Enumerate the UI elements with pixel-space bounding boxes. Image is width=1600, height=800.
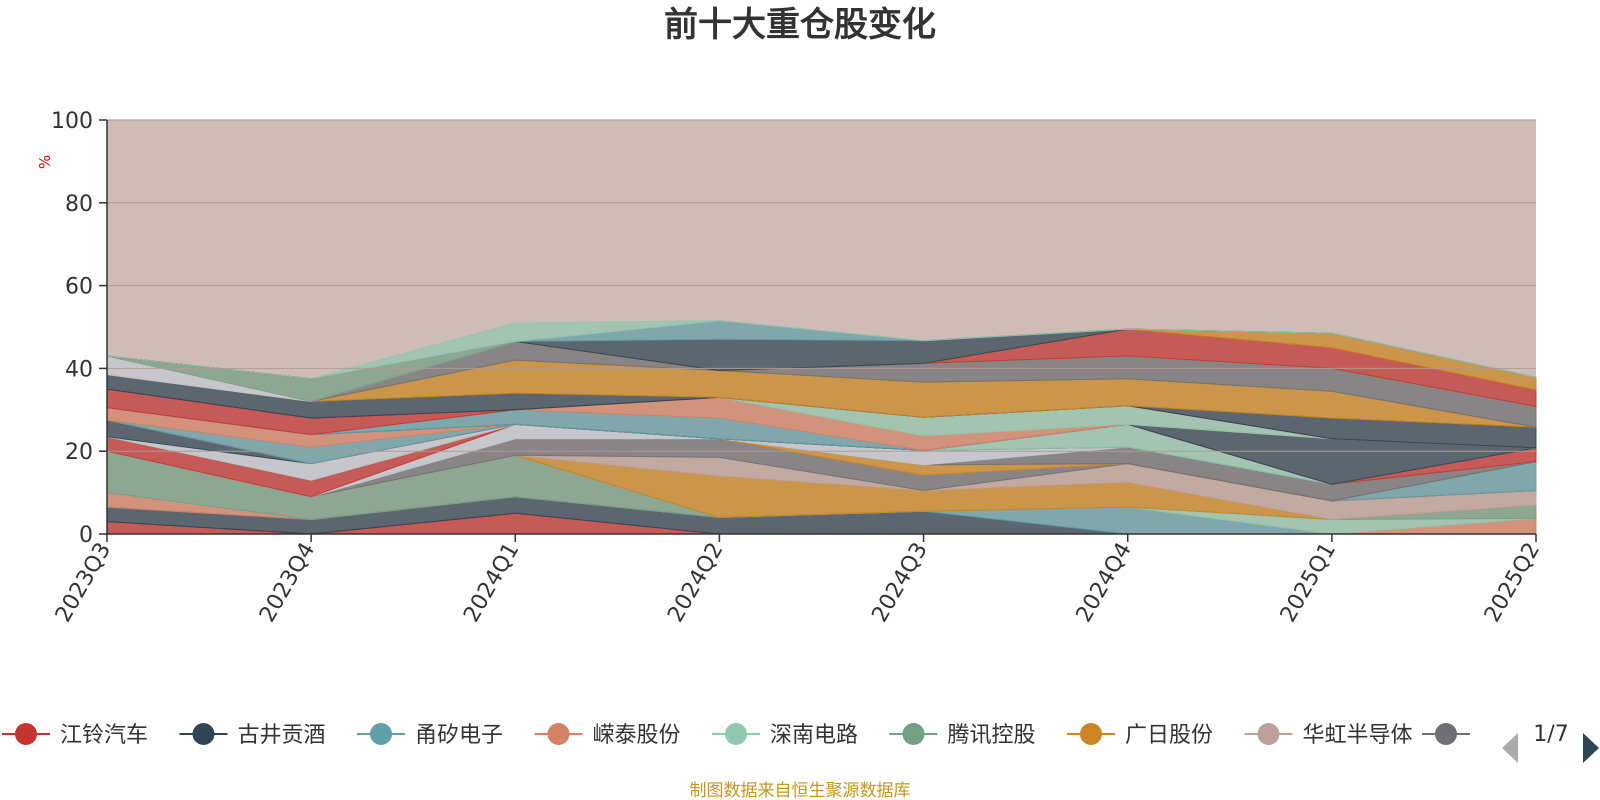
y-tick-label: 40	[65, 357, 93, 382]
x-tick-label: 2024Q3	[867, 539, 932, 627]
legend-label: 古井贡酒	[238, 723, 326, 748]
y-axis-unit: %	[36, 155, 54, 169]
x-tick-label: 2025Q2	[1480, 539, 1545, 627]
legend-label: 华虹半导体	[1303, 723, 1413, 748]
legend-circle-marker	[1080, 723, 1102, 745]
x-tick-label: 2025Q1	[1276, 539, 1341, 627]
legend-item[interactable]: 江铃汽车	[2, 723, 148, 748]
legend-circle-marker	[725, 723, 747, 745]
legend-label: 江铃汽车	[60, 723, 148, 748]
x-tick-label: 2024Q4	[1072, 539, 1137, 627]
legend-item[interactable]: 腾讯控股	[889, 723, 1036, 748]
legend-circle-marker	[192, 723, 215, 745]
y-tick-label: 80	[65, 192, 93, 217]
legend-next-page-icon[interactable]	[1583, 733, 1599, 763]
chart-title: 前十大重仓股变化	[664, 5, 936, 45]
x-tick-label: 2024Q2	[663, 539, 728, 627]
legend-page-label: 1/7	[1533, 722, 1568, 747]
legend-item[interactable]: 嵘泰股份	[534, 723, 681, 748]
legend-item[interactable]: 古井贡酒	[179, 723, 326, 748]
y-tick-label: 100	[51, 109, 93, 134]
legend-circle-marker	[547, 723, 570, 745]
legend-circle-marker	[1257, 723, 1280, 745]
legend-item[interactable]	[1422, 723, 1470, 745]
gridlines	[107, 119, 1536, 452]
legend-circle-marker	[902, 723, 925, 745]
area-series-35	[106, 320, 1537, 380]
legend-item[interactable]: 华虹半导体	[1244, 723, 1413, 748]
legend-prev-page-icon[interactable]	[1502, 733, 1518, 763]
legend-circle-marker	[1435, 723, 1457, 745]
x-tick-label: 2024Q1	[459, 539, 524, 627]
legend-circle-marker	[370, 723, 392, 745]
area-series-group	[106, 320, 1537, 535]
legend-item[interactable]: 甬矽电子	[357, 723, 503, 748]
source-note: 制图数据来自恒生聚源数据库	[690, 781, 911, 800]
legend-label: 嵘泰股份	[593, 723, 681, 748]
y-tick-label: 20	[65, 440, 93, 465]
legend-label: 广日股份	[1125, 723, 1213, 748]
y-tick-label: 0	[79, 523, 93, 548]
legend-circle-marker	[15, 723, 37, 745]
legend: 江铃汽车 古井贡酒 甬矽电子 嵘泰股份 深南电路 腾讯控股 广日股份 华虹半导体	[2, 723, 1470, 748]
legend-label: 甬矽电子	[415, 723, 503, 748]
legend-item[interactable]: 深南电路	[712, 723, 858, 748]
x-tick-label: 2023Q4	[255, 539, 320, 627]
legend-item[interactable]: 广日股份	[1067, 723, 1213, 748]
x-tick-label: 2023Q3	[51, 539, 116, 627]
legend-label: 腾讯控股	[948, 723, 1036, 748]
legend-pager: 1/7	[1502, 722, 1599, 763]
y-tick-label: 60	[65, 275, 93, 300]
legend-label: 深南电路	[770, 723, 858, 748]
